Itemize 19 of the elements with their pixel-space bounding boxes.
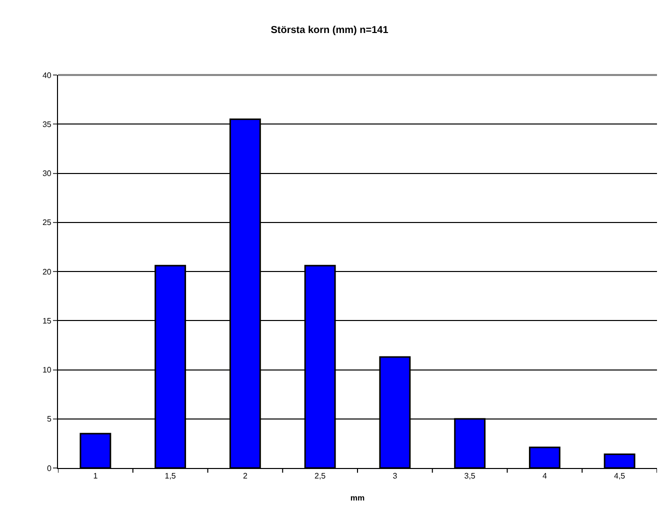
y-tick-label: 20 xyxy=(42,267,52,276)
chart-title: Största korn (mm) n=141 xyxy=(270,25,389,36)
x-tick-label: 3 xyxy=(392,472,398,481)
x-tick-label: 4,5 xyxy=(614,472,626,481)
y-tick-label: 10 xyxy=(42,366,52,375)
y-tick-label: 25 xyxy=(42,218,52,228)
y-tick-label: 30 xyxy=(42,169,52,178)
x-tick-label: 2,5 xyxy=(314,472,326,481)
y-tick-label: 5 xyxy=(46,414,52,424)
y-tick-label: 15 xyxy=(42,316,52,326)
x-tick-label: 2 xyxy=(242,472,248,481)
y-tick-label: 0 xyxy=(46,464,52,473)
x-tick-label: 4 xyxy=(542,472,548,481)
x-tick-label: 1,5 xyxy=(164,472,176,481)
y-tick-label: 35 xyxy=(42,120,52,129)
x-tick-label: 3,5 xyxy=(464,472,476,481)
x-axis-title: mm xyxy=(350,494,365,503)
y-tick-label: 40 xyxy=(42,70,52,80)
x-tick-label: 1 xyxy=(93,472,98,481)
